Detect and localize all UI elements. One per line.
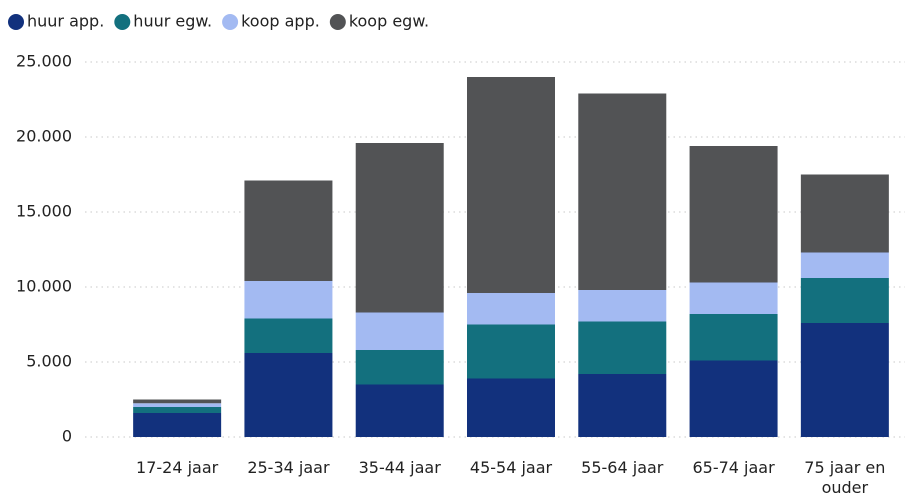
bar-segment (689, 146, 778, 283)
bar-segment (800, 278, 889, 323)
y-tick-label: 15.000 (16, 202, 72, 221)
bar-segment (355, 143, 444, 313)
x-tick-label: 55-64 jaar (581, 458, 664, 477)
x-tick-label: 75 jaar en ouder (804, 458, 886, 497)
x-tick-label: 45-54 jaar (469, 458, 553, 477)
legend-swatch (114, 14, 131, 30)
y-tick-label: 20.000 (16, 127, 72, 146)
bar-segment (578, 374, 667, 437)
y-tick-label: 10.000 (16, 277, 72, 296)
x-tick-label: 65-74 jaar (692, 458, 775, 477)
bar-segment (578, 93, 667, 290)
legend-swatch (8, 14, 24, 30)
bar-segment (467, 293, 555, 325)
bar-segment (578, 321, 667, 374)
bar-segment (800, 323, 889, 437)
legend-swatch (222, 14, 239, 30)
y-tick-label: 5.000 (26, 352, 72, 371)
bar-segment (467, 378, 555, 437)
bar-segment (689, 282, 778, 314)
bar-segment (689, 360, 778, 437)
bar-segment (355, 384, 444, 437)
bar-segment (244, 281, 333, 319)
bar-segment (133, 399, 222, 404)
x-tick-label: 35-44 jaar (358, 458, 441, 477)
bar-segment (355, 312, 444, 350)
bar-segment (578, 290, 667, 322)
bar-segment (244, 353, 333, 437)
bar-segment (133, 413, 222, 437)
bar-segment (800, 252, 889, 278)
legend-swatch (329, 14, 346, 30)
bar-segment (689, 314, 778, 361)
legend-label: huur egw. (133, 12, 212, 31)
x-tick-label: 17-24 jaar (136, 458, 219, 477)
bar-segment (244, 180, 333, 281)
bar-segment (467, 324, 555, 379)
bar-segment (244, 318, 333, 353)
bar-segment (133, 403, 222, 407)
legend-label: huur app. (27, 12, 104, 31)
x-tick-label: 25-34 jaar (247, 458, 330, 477)
bar-segment (355, 350, 444, 385)
bar-segment (133, 407, 222, 413)
y-tick-label: 25.000 (16, 52, 72, 71)
bar-segment (800, 174, 889, 253)
legend-label: koop app. (241, 12, 320, 31)
legend-label: koop egw. (349, 12, 429, 31)
y-tick-label: 0 (62, 427, 72, 446)
bar-segment (467, 77, 555, 293)
